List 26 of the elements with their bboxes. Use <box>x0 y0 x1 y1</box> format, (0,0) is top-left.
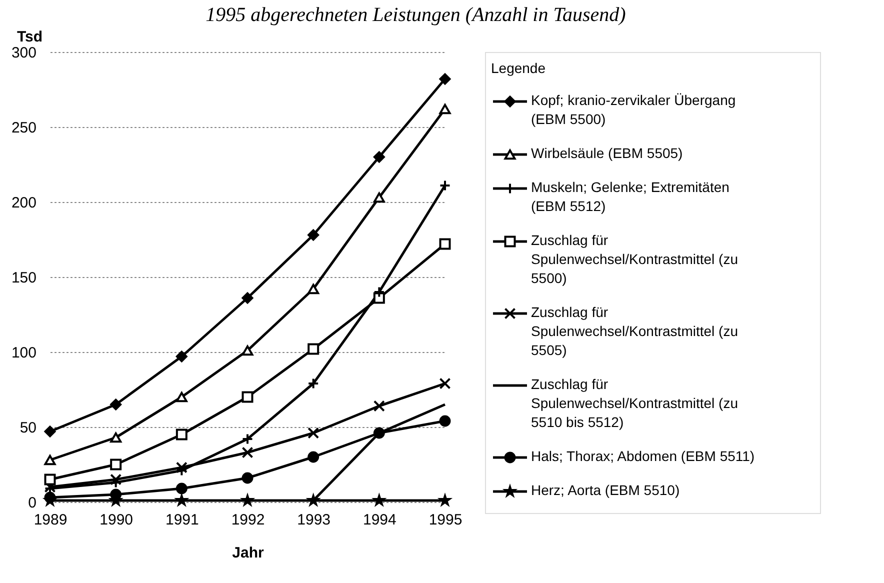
y-axis-title: Tsd <box>16 28 42 46</box>
y-tick-label: 250 <box>11 120 36 136</box>
y-tick-label: 0 <box>28 494 36 512</box>
y-tick-label: 200 <box>11 194 36 212</box>
x-tick-label: 1992 <box>231 512 265 528</box>
x-tick-label: 1994 <box>362 512 396 528</box>
y-tick-label: 100 <box>11 344 36 362</box>
chart-title: 1995 abgerechneten Leistungen (Anzahl in Tausend) <box>206 4 626 26</box>
legend-title: Legende <box>491 60 546 76</box>
legend-label: Kopf; kranio-zervikaler Übergang (EBM 5500) <box>531 92 736 127</box>
y-tick-label: 150 <box>11 270 36 286</box>
x-tick-label: 1989 <box>34 512 68 528</box>
legend-label: Zuschlag für Spulenwechsel/Kontrastmittel (zu 5500) <box>531 232 738 286</box>
y-tick-label: 300 <box>11 44 36 62</box>
x-tick-label: 1993 <box>297 512 331 528</box>
legend-label: Hals; Thorax; Abdomen (EBM 5511) <box>531 448 755 464</box>
x-axis-title: Jahr <box>232 544 264 562</box>
legend-label: Wirbelsäule (EBM 5505) <box>531 145 683 161</box>
legend-label: Zuschlag für Spulenwechsel/Kontrastmittel (zu 5505) <box>531 304 738 358</box>
legend-label: Herz; Aorta (EBM 5510) <box>531 482 680 498</box>
y-tick-label: 50 <box>20 420 36 436</box>
x-tick-label: 1991 <box>165 512 199 528</box>
legend-label: Muskeln; Gelenke; Extremitäten (EBM 5512) <box>531 179 730 214</box>
x-tick-label: 1990 <box>100 512 134 528</box>
x-tick-label: 1995 <box>428 512 462 528</box>
legend-label: Zuschlag für Spulenwechsel/Kontrastmittel (zu 5510 bis 5512) <box>531 376 738 430</box>
